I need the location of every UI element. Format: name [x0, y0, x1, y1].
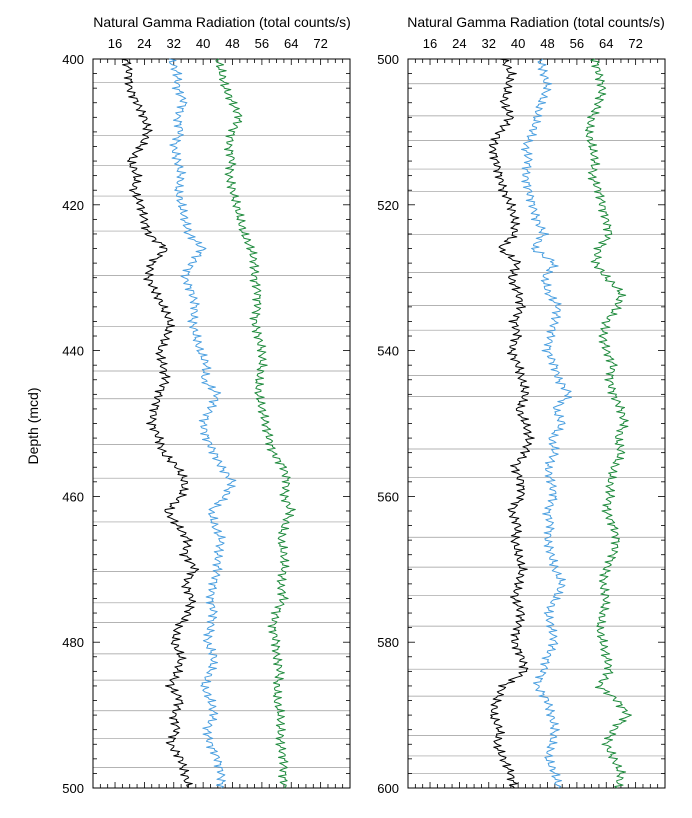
y-tick-label: 600 — [377, 781, 399, 796]
series-line-0 — [121, 58, 200, 789]
y-tick-label: 540 — [377, 344, 399, 359]
x-tick-label: 16 — [423, 36, 437, 51]
x-axis-title-left: Natural Gamma Radiation (total counts/s) — [93, 14, 351, 30]
plot-frame — [92, 58, 351, 789]
y-tick-label: 460 — [62, 489, 84, 504]
x-tick-label: 64 — [599, 36, 613, 51]
chart-panel-right: Natural Gamma Radiation (total counts/s)… — [377, 14, 666, 796]
x-tick-label: 72 — [628, 36, 642, 51]
y-tick-label: 480 — [62, 635, 84, 650]
x-tick-label: 48 — [540, 36, 554, 51]
x-tick-label: 64 — [284, 36, 298, 51]
y-tick-label: 420 — [62, 198, 84, 213]
x-tick-label: 48 — [225, 36, 239, 51]
x-tick-label: 32 — [167, 36, 181, 51]
x-tick-label: 24 — [137, 36, 151, 51]
x-tick-label: 40 — [511, 36, 525, 51]
x-tick-label: 24 — [452, 36, 466, 51]
x-tick-label: 32 — [482, 36, 496, 51]
x-tick-label: 56 — [255, 36, 269, 51]
y-tick-label: 560 — [377, 489, 399, 504]
x-tick-label: 40 — [196, 36, 210, 51]
y-tick-label: 440 — [62, 344, 84, 359]
y-tick-label: 500 — [62, 781, 84, 796]
x-tick-label: 56 — [570, 36, 584, 51]
series-line-0 — [488, 58, 535, 789]
y-tick-label: 400 — [62, 52, 84, 67]
chart-panel-left: Natural Gamma Radiation (total counts/s)… — [62, 14, 350, 796]
y-tick-label: 580 — [377, 635, 399, 650]
x-axis-title-right: Natural Gamma Radiation (total counts/s) — [407, 14, 665, 30]
plot-frame — [407, 58, 666, 789]
y-tick-label: 500 — [377, 52, 399, 67]
series-line-1 — [168, 58, 237, 789]
x-tick-label: 16 — [108, 36, 122, 51]
series-line-1 — [521, 58, 572, 789]
y-tick-label: 520 — [377, 198, 399, 213]
series-line-2 — [585, 58, 632, 789]
x-tick-label: 72 — [313, 36, 327, 51]
series-line-2 — [215, 58, 296, 789]
y-axis-title: Depth (mcd) — [25, 387, 41, 464]
